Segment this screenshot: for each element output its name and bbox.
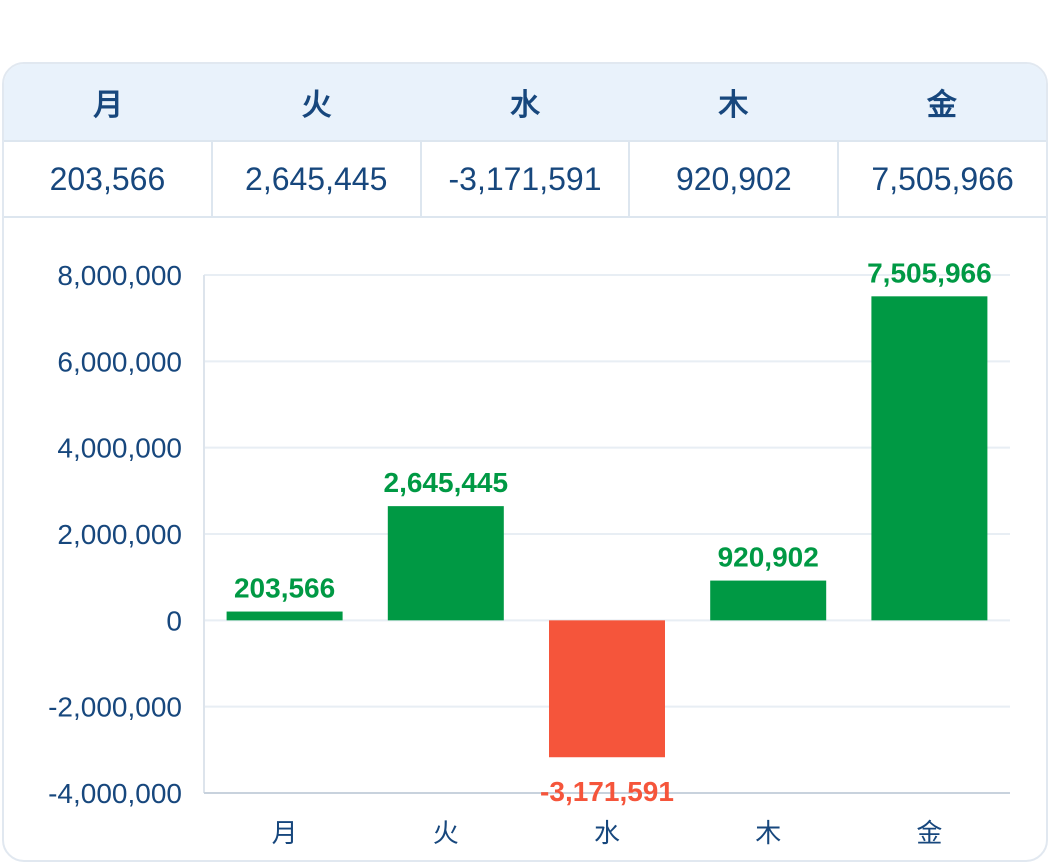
x-tick-label: 火 — [433, 819, 459, 849]
table-header-cell: 水 — [510, 88, 541, 123]
y-tick-label: 6,000,000 — [57, 346, 182, 377]
bar — [871, 296, 988, 621]
table-header-cell: 金 — [926, 88, 957, 123]
table-value-cell: -3,171,591 — [422, 142, 631, 216]
table-value-row: 203,566 2,645,445 -3,171,591 920,902 7,5… — [4, 140, 1046, 218]
table-header-row: 月 火 水 木 金 — [4, 64, 1046, 140]
table-value-cell: 7,505,966 — [871, 160, 1014, 197]
table-value-cell: 203,566 — [4, 142, 213, 216]
x-tick-label: 月 — [272, 819, 298, 849]
data-label: 920,902 — [718, 542, 819, 573]
y-tick-label: -2,000,000 — [48, 692, 182, 723]
bar — [387, 506, 504, 621]
table-header-cell: 月 — [93, 88, 124, 123]
data-label: 203,566 — [234, 573, 335, 604]
table-header-cell: 木 — [718, 88, 749, 123]
bar — [226, 611, 343, 621]
table-header-cell: 火 — [301, 88, 332, 123]
y-tick-label: -4,000,000 — [48, 778, 182, 809]
x-tick-label: 木 — [755, 819, 781, 849]
data-label: -3,171,591 — [540, 776, 674, 807]
y-tick-label: 2,000,000 — [57, 519, 182, 550]
x-tick-label: 水 — [594, 819, 620, 849]
table-value-cell: 920,902 — [630, 142, 840, 216]
summary-table: 月 火 水 木 金 203,566 2,645,445 -3,171,591 9… — [4, 64, 1046, 218]
y-tick-label: 4,000,000 — [57, 433, 182, 464]
y-tick-label: 0 — [166, 605, 182, 636]
y-tick-label: 8,000,000 — [57, 260, 182, 291]
data-label: 7,505,966 — [867, 257, 992, 288]
x-tick-label: 金 — [916, 819, 942, 849]
bar — [710, 580, 827, 621]
table-value-cell: 2,645,445 — [213, 142, 422, 216]
bar — [549, 620, 665, 758]
data-label: 2,645,445 — [384, 467, 509, 498]
